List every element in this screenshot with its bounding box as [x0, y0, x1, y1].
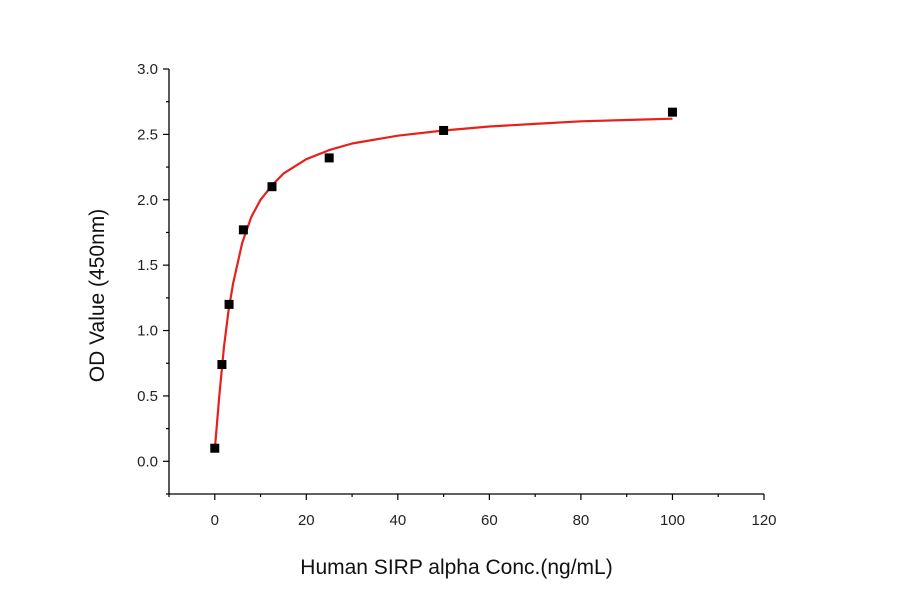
data-point: [217, 360, 227, 370]
y-tick-label: 1.5: [137, 257, 158, 274]
y-tick-label: 1.0: [137, 323, 158, 340]
data-points-layer: [210, 107, 677, 453]
x-tick-label: 100: [660, 512, 685, 529]
fit-curve-layer: [213, 117, 673, 450]
x-axis-title: Human SIRP alpha Conc.(ng/mL): [300, 556, 612, 579]
x-tick-label: 20: [298, 512, 315, 529]
data-point: [324, 153, 334, 163]
data-point: [238, 225, 248, 235]
data-point: [210, 443, 220, 453]
y-tick-label: 0.0: [137, 453, 158, 470]
x-tick-label: 0: [211, 512, 219, 529]
x-tick-label: 80: [573, 512, 590, 529]
data-point: [267, 182, 277, 192]
data-point: [439, 125, 449, 135]
y-tick-label: 2.0: [137, 192, 158, 209]
y-axis-title: OD Value (450nm): [86, 209, 109, 383]
x-axis-ticks: 0 20 40 60 80 100 120: [168, 494, 777, 529]
x-tick-label: 60: [481, 512, 498, 529]
data-point: [667, 107, 677, 117]
axes: [168, 69, 764, 495]
x-tick-label: 120: [751, 512, 776, 529]
y-tick-label: 2.5: [137, 126, 158, 143]
y-axis-ticks: 0.0 0.5 1.0 1.5 2.0 2.5 3.0: [137, 61, 169, 495]
y-tick-label: 3.0: [137, 61, 158, 78]
data-point: [224, 299, 234, 309]
x-tick-label: 40: [390, 512, 407, 529]
fit-curve: [213, 117, 673, 450]
y-tick-label: 0.5: [137, 388, 158, 405]
